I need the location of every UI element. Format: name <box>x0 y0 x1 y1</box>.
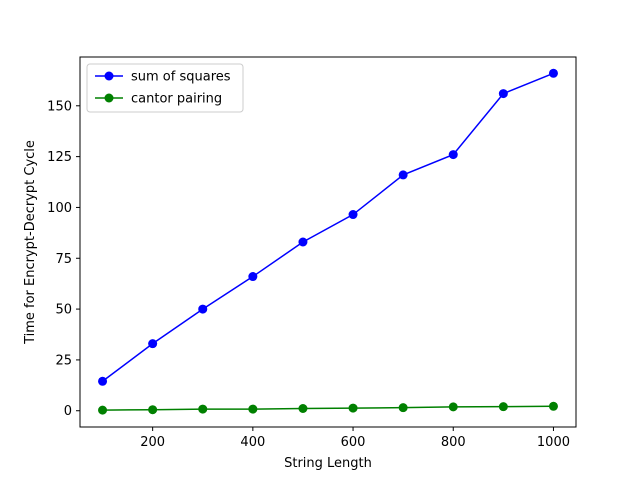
data-point <box>548 401 558 411</box>
data-point <box>148 339 158 349</box>
data-point <box>248 404 258 414</box>
y-tick-label: 150 <box>47 99 72 114</box>
data-point <box>398 170 408 180</box>
y-tick-label: 0 <box>64 404 72 419</box>
legend-marker <box>104 93 114 103</box>
data-point <box>98 405 108 415</box>
y-tick-label: 100 <box>47 201 72 216</box>
data-point <box>348 210 358 220</box>
data-point <box>348 403 358 413</box>
data-point <box>498 89 508 99</box>
legend-label: cantor pairing <box>131 92 222 107</box>
data-point <box>198 404 208 414</box>
y-tick-label: 125 <box>47 150 72 165</box>
data-point <box>298 404 308 413</box>
series-line-1 <box>102 405 554 411</box>
data-point <box>98 376 108 386</box>
data-point <box>448 150 458 160</box>
y-axis-label: Time for Encrypt-Decrypt Cycle <box>23 140 38 345</box>
x-tick-label: 600 <box>341 435 366 450</box>
series-layer <box>98 68 558 415</box>
y-tick-label: 50 <box>55 303 72 318</box>
data-point <box>198 304 208 314</box>
data-point <box>448 402 458 412</box>
legend: sum of squares cantor pairing <box>86 63 244 113</box>
y-tick-label: 25 <box>55 353 72 368</box>
axes-frame <box>79 56 577 428</box>
data-point <box>148 405 158 415</box>
y-tick-label: 75 <box>55 252 72 267</box>
legend-box <box>86 63 244 113</box>
legend-marker <box>104 71 114 81</box>
x-tick-label: 800 <box>441 435 466 450</box>
data-point <box>498 402 508 412</box>
ticks-layer: 200 400 600 800 1000 0 25 50 75 100 125 150 <box>47 99 570 450</box>
data-point <box>398 403 408 413</box>
x-axis-label: String Length <box>284 456 372 471</box>
data-point <box>248 272 258 282</box>
data-point <box>298 237 308 247</box>
data-point <box>548 68 558 78</box>
x-tick-label: 1000 <box>537 435 570 450</box>
series-line-0 <box>102 72 554 382</box>
x-tick-label: 200 <box>140 435 165 450</box>
legend-label: sum of squares <box>131 70 231 85</box>
legend-items: sum of squares cantor pairing <box>95 70 231 107</box>
x-tick-label: 400 <box>240 435 265 450</box>
